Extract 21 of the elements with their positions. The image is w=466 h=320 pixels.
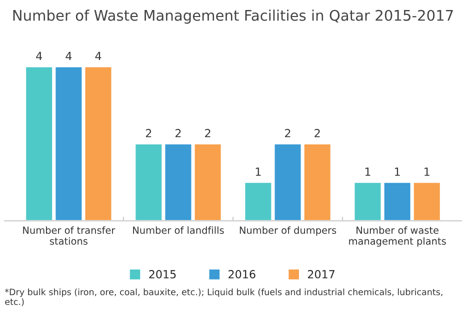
data-label: 2 xyxy=(176,128,181,138)
data-label: 1 xyxy=(365,168,370,176)
data-label: 1 xyxy=(256,168,261,176)
data-label: 4 xyxy=(36,52,42,60)
data-label: 2 xyxy=(314,128,320,138)
data-label: 4 xyxy=(95,52,102,60)
data-label: 2 xyxy=(146,128,152,138)
legend-label: 2015 xyxy=(149,270,176,278)
data-label: 1 xyxy=(395,168,400,176)
data-label: 2 xyxy=(205,128,210,138)
data-label: 4 xyxy=(66,52,72,60)
data-label: 1 xyxy=(424,168,430,176)
data-label: 2 xyxy=(285,128,290,138)
chart-title: Number of Waste Management Facilities in Qatar 2015-2017 xyxy=(13,10,453,24)
legend-label: 2016 xyxy=(228,270,256,278)
legend-label: 2017 xyxy=(308,270,334,278)
x-tick-label: Number of transfer stations xyxy=(23,226,116,245)
x-tick-label: Number of landfills xyxy=(133,226,224,234)
x-tick-label: Number of waste management plants xyxy=(349,226,446,247)
x-tick-label: Number of dumpers xyxy=(240,226,336,236)
text: *Dry bulk ships (iron, ore, coal, bauxite, etc.); Liquid bulk (fuels and industrial chemicals, lubricants, etc.) xyxy=(4,288,442,306)
